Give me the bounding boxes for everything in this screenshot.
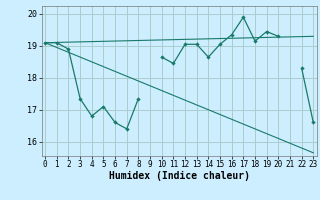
X-axis label: Humidex (Indice chaleur): Humidex (Indice chaleur) xyxy=(109,171,250,181)
